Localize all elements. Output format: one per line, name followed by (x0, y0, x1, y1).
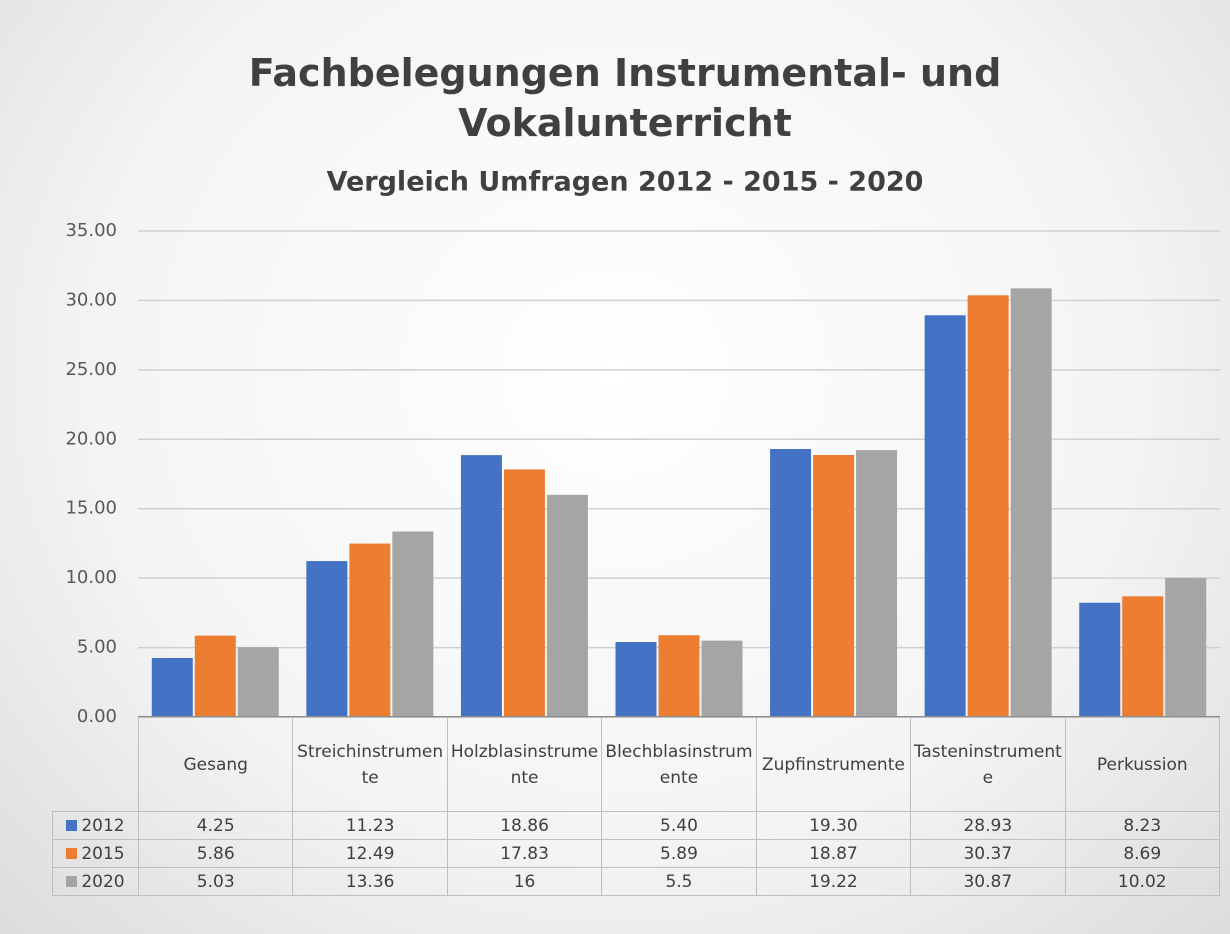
y-tick-label: 20.00 (65, 428, 117, 449)
bar (658, 635, 700, 717)
bar (1079, 602, 1121, 717)
x-tick-label: Perkussion (1064, 717, 1221, 812)
bar (503, 469, 545, 717)
y-tick-label: 25.00 (65, 359, 117, 380)
data-label: 30.87 (910, 867, 1066, 896)
legend-entry: 2015 (52, 839, 139, 868)
data-label: 17.83 (446, 839, 603, 868)
chart-title: Fachbelegungen Instrumental- und Vokalunt… (249, 51, 1002, 145)
data-label: 19.30 (755, 811, 912, 840)
data-label: 18.87 (755, 839, 912, 868)
y-tick-label: 10.00 (65, 567, 117, 588)
x-tick-label: Gesang (137, 717, 294, 812)
data-label: 8.69 (1064, 839, 1221, 868)
bar (924, 315, 966, 717)
x-tick-label: Holzblasinstrumente (446, 717, 603, 812)
data-label: 19.22 (755, 867, 912, 896)
x-tick-label: Tasteninstrumente (910, 717, 1066, 812)
data-label: 5.5 (601, 867, 757, 896)
data-label: 5.40 (601, 811, 757, 840)
y-tick-label: 30.00 (65, 289, 117, 310)
bar (615, 642, 657, 717)
table-corner (52, 717, 139, 812)
bar (306, 561, 348, 717)
x-tick-label: Zupfinstrumente (755, 717, 912, 812)
data-table: Gesang Streichinstrumente Holzblasinstrume… (52, 717, 1221, 896)
bar (349, 543, 391, 717)
bar (813, 454, 855, 717)
data-label: 5.89 (601, 839, 757, 868)
bar (194, 635, 236, 717)
data-label: 10.02 (1064, 867, 1221, 896)
data-label: 4.25 (137, 811, 294, 840)
bar (237, 647, 279, 717)
data-label: 18.86 (446, 811, 603, 840)
bar (770, 449, 812, 717)
table-row: 2012 4.25 11.23 18.86 5.40 19.30 28.93 8.23 (52, 811, 1221, 840)
data-label: 30.37 (910, 839, 1066, 868)
table-row: 2020 5.03 13.36 16 5.5 19.22 30.87 10.02 (52, 867, 1221, 896)
x-tick-label: Blechblasinstrumente (601, 717, 757, 812)
chart-subtitle: Vergleich Umfragen 2012 - 2015 - 2020 (327, 167, 924, 198)
legend-label: 2015 (81, 843, 125, 864)
y-tick-label: 5.00 (77, 637, 117, 658)
bar (460, 455, 502, 717)
bar (967, 295, 1009, 717)
y-tick-label: 15.00 (65, 498, 117, 519)
legend-key (66, 847, 78, 859)
data-label: 11.23 (292, 811, 448, 840)
bar (392, 531, 434, 717)
data-label: 28.93 (910, 811, 1066, 840)
data-label: 13.36 (292, 867, 448, 896)
bar (151, 657, 193, 717)
data-label: 16 (446, 867, 603, 896)
bar (546, 494, 588, 717)
table-row: 2015 5.86 12.49 17.83 5.89 18.87 30.37 8.69 (52, 839, 1221, 868)
y-tick-label: 35.00 (65, 220, 117, 241)
bar (1010, 288, 1052, 717)
bar (1122, 596, 1164, 717)
legend-key (66, 875, 78, 887)
legend-label: 2020 (81, 871, 125, 892)
data-label: 8.23 (1064, 811, 1221, 840)
data-label: 5.86 (137, 839, 294, 868)
data-label: 12.49 (292, 839, 448, 868)
x-tick-label: Streichinstrumente (292, 717, 448, 812)
table-header-row: Gesang Streichinstrumente Holzblasinstrume… (52, 717, 1221, 812)
bar (1165, 577, 1207, 717)
legend-key (66, 819, 78, 831)
legend-entry: 2020 (52, 867, 139, 896)
bar (701, 640, 743, 717)
legend-entry: 2012 (52, 811, 139, 840)
legend-label: 2012 (81, 815, 125, 836)
bar (856, 450, 898, 717)
data-label: 5.03 (137, 867, 294, 896)
